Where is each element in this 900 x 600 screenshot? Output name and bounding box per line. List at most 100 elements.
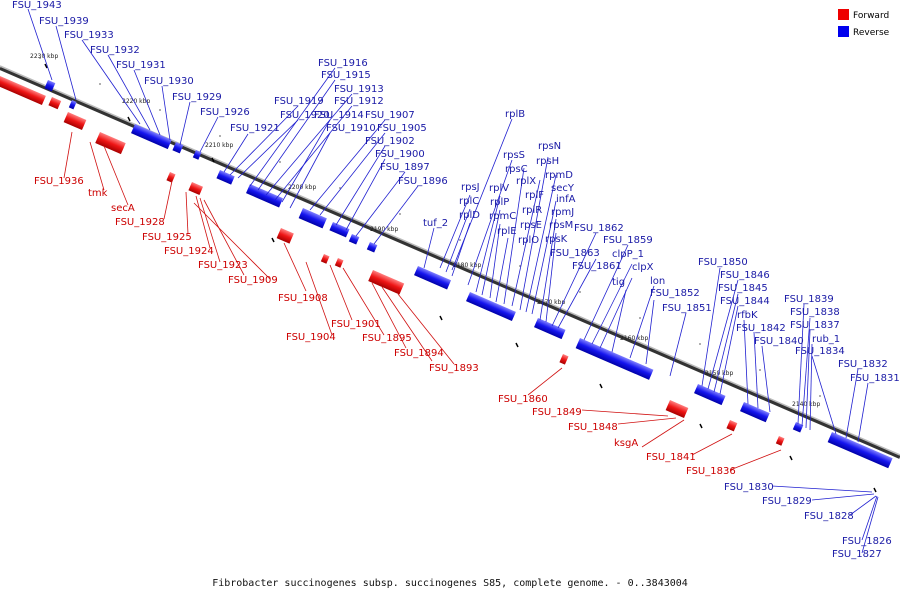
gene-block[interactable] bbox=[348, 234, 360, 245]
gene-label[interactable]: FSU_1931 bbox=[116, 60, 166, 71]
gene-label[interactable]: FSU_1834 bbox=[795, 346, 845, 357]
gene-label[interactable]: FSU_1841 bbox=[646, 452, 696, 463]
gene-label[interactable]: FSU_1914 bbox=[314, 110, 364, 121]
gene-label[interactable]: FSU_1839 bbox=[784, 294, 834, 305]
gene-label[interactable]: FSU_1933 bbox=[64, 30, 114, 41]
gene-label[interactable]: rpsE bbox=[520, 220, 542, 231]
gene-label[interactable]: FSU_1923 bbox=[198, 260, 248, 271]
gene-label[interactable]: FSU_1932 bbox=[90, 45, 140, 56]
gene-label[interactable]: FSU_1908 bbox=[278, 293, 328, 304]
gene-block[interactable] bbox=[216, 170, 235, 185]
gene-label[interactable]: ksgA bbox=[614, 438, 638, 449]
gene-label[interactable]: FSU_1845 bbox=[718, 283, 768, 294]
gene-label[interactable]: rplE bbox=[497, 226, 517, 237]
gene-block[interactable] bbox=[44, 80, 56, 92]
gene-label[interactable]: FSU_1913 bbox=[334, 84, 384, 95]
gene-label[interactable]: FSU_1905 bbox=[377, 123, 427, 134]
gene-label[interactable]: FSU_1893 bbox=[429, 363, 479, 374]
gene-label[interactable]: rpsN bbox=[538, 141, 561, 152]
gene-label[interactable]: FSU_1909 bbox=[228, 275, 278, 286]
gene-label[interactable]: FSU_1929 bbox=[172, 92, 222, 103]
gene-block[interactable] bbox=[95, 132, 126, 155]
gene-label[interactable]: tuf_2 bbox=[423, 218, 448, 229]
gene-block[interactable] bbox=[575, 338, 654, 380]
gene-label[interactable]: FSU_1831 bbox=[850, 373, 900, 384]
gene-label[interactable]: FSU_1916 bbox=[318, 58, 368, 69]
gene-block[interactable] bbox=[726, 420, 738, 432]
gene-label[interactable]: rplD bbox=[459, 210, 480, 221]
gene-block[interactable] bbox=[368, 270, 405, 295]
gene-label[interactable]: FSU_1939 bbox=[39, 16, 89, 27]
gene-label[interactable]: FSU_1850 bbox=[698, 257, 748, 268]
gene-label[interactable]: FSU_1861 bbox=[572, 261, 622, 272]
gene-block[interactable] bbox=[466, 292, 516, 322]
gene-block[interactable] bbox=[534, 318, 566, 340]
gene-label[interactable]: FSU_1912 bbox=[334, 96, 384, 107]
gene-label[interactable]: FSU_1851 bbox=[662, 303, 712, 314]
gene-label[interactable]: FSU_1846 bbox=[720, 270, 770, 281]
gene-label[interactable]: rpmJ bbox=[551, 207, 574, 218]
gene-label[interactable]: rpsH bbox=[536, 156, 559, 167]
gene-label[interactable]: rplF bbox=[525, 190, 544, 201]
gene-label[interactable]: FSU_1842 bbox=[736, 323, 786, 334]
gene-block[interactable] bbox=[740, 402, 770, 423]
gene-label[interactable]: FSU_1896 bbox=[398, 176, 448, 187]
gene-label[interactable]: FSU_1936 bbox=[34, 176, 84, 187]
gene-label[interactable]: FSU_1900 bbox=[375, 149, 425, 160]
gene-label[interactable]: FSU_1901 bbox=[331, 319, 381, 330]
gene-label[interactable]: FSU_1848 bbox=[568, 422, 618, 433]
gene-label[interactable]: FSU_1826 bbox=[842, 536, 892, 547]
gene-label[interactable]: FSU_1828 bbox=[804, 511, 854, 522]
gene-label[interactable]: rplX bbox=[516, 176, 536, 187]
gene-label[interactable]: rfbK bbox=[737, 310, 758, 321]
gene-block[interactable] bbox=[276, 228, 294, 244]
gene-label[interactable]: FSU_1832 bbox=[838, 359, 888, 370]
gene-label[interactable]: FSU_1860 bbox=[498, 394, 548, 405]
gene-label[interactable]: rpmD bbox=[545, 170, 573, 181]
gene-label[interactable]: FSU_1919 bbox=[274, 96, 324, 107]
gene-label[interactable]: FSU_1840 bbox=[754, 336, 804, 347]
gene-label[interactable]: FSU_1910 bbox=[326, 123, 376, 134]
gene-label[interactable]: FSU_1863 bbox=[550, 248, 600, 259]
gene-label[interactable]: rpsJ bbox=[461, 182, 480, 193]
gene-label[interactable]: FSU_1904 bbox=[286, 332, 336, 343]
gene-label[interactable]: FSU_1928 bbox=[115, 217, 165, 228]
gene-block[interactable] bbox=[0, 76, 46, 106]
gene-label[interactable]: FSU_1894 bbox=[394, 348, 444, 359]
gene-label[interactable]: FSU_1895 bbox=[362, 333, 412, 344]
gene-label[interactable]: rplB bbox=[505, 109, 525, 120]
gene-label[interactable]: FSU_1920 bbox=[280, 110, 330, 121]
gene-label[interactable]: FSU_1852 bbox=[650, 288, 700, 299]
gene-label[interactable]: FSU_1829 bbox=[762, 496, 812, 507]
gene-block[interactable] bbox=[366, 242, 378, 253]
gene-label[interactable]: infA bbox=[556, 194, 576, 205]
gene-block[interactable] bbox=[792, 422, 804, 433]
gene-label[interactable]: FSU_1930 bbox=[144, 76, 194, 87]
gene-label[interactable]: FSU_1897 bbox=[380, 162, 430, 173]
gene-label[interactable]: FSU_1837 bbox=[790, 320, 840, 331]
gene-label[interactable]: FSU_1921 bbox=[230, 123, 280, 134]
gene-block[interactable] bbox=[68, 100, 77, 110]
gene-label[interactable]: secY bbox=[551, 183, 575, 194]
gene-label[interactable]: lon bbox=[650, 276, 665, 287]
gene-label[interactable]: FSU_1836 bbox=[686, 466, 736, 477]
gene-block[interactable] bbox=[48, 97, 62, 110]
gene-block[interactable] bbox=[827, 432, 893, 469]
gene-block[interactable] bbox=[188, 182, 204, 196]
gene-label[interactable]: FSU_1925 bbox=[142, 232, 192, 243]
gene-block[interactable] bbox=[775, 436, 785, 446]
gene-label[interactable]: rpsK bbox=[545, 234, 568, 245]
gene-label[interactable]: FSU_1862 bbox=[574, 223, 624, 234]
gene-label[interactable]: FSU_1924 bbox=[164, 246, 214, 257]
gene-block[interactable] bbox=[414, 266, 452, 290]
gene-label[interactable]: secA bbox=[111, 203, 135, 214]
gene-block[interactable] bbox=[334, 258, 344, 268]
gene-label[interactable]: rplO bbox=[518, 235, 539, 246]
gene-label[interactable]: rpsS bbox=[503, 150, 525, 161]
gene-label[interactable]: FSU_1907 bbox=[365, 110, 415, 121]
gene-block[interactable] bbox=[298, 208, 327, 229]
gene-block[interactable] bbox=[166, 172, 176, 183]
gene-label[interactable]: FSU_1838 bbox=[790, 307, 840, 318]
gene-label[interactable]: rplC bbox=[459, 196, 479, 207]
gene-block[interactable] bbox=[131, 124, 172, 150]
